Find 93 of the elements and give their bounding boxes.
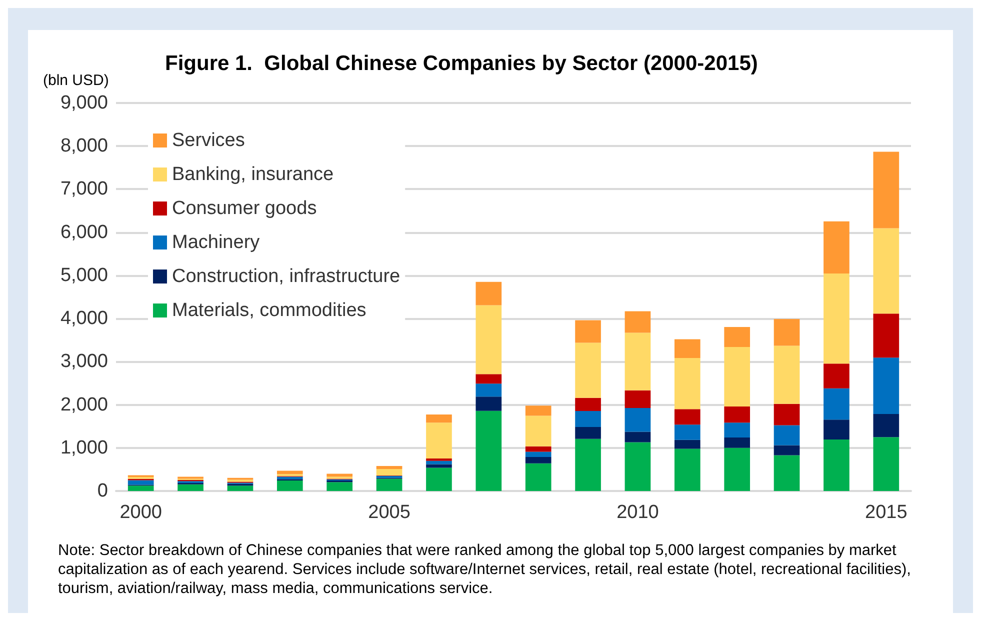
bar	[873, 228, 900, 314]
bar	[276, 480, 303, 491]
bar	[426, 422, 452, 458]
bar	[575, 320, 601, 343]
y-tick-label: 6,000	[60, 222, 108, 243]
y-tick-label: 4,000	[60, 308, 108, 330]
bar	[674, 339, 700, 358]
chart-title: Figure 1. Global Chinese Companies by Sector (2000-2015)	[165, 52, 758, 75]
y-tick-label: 2,000	[60, 394, 108, 416]
bar	[624, 442, 651, 491]
bar	[674, 448, 700, 491]
bar	[525, 463, 552, 491]
bar	[674, 358, 700, 410]
bar	[824, 364, 850, 388]
bar	[674, 409, 700, 425]
legend-label: Services	[172, 130, 245, 151]
bar	[276, 470, 303, 474]
y-tick-label: 0	[97, 480, 108, 502]
bar	[525, 446, 552, 452]
bar	[774, 425, 800, 446]
bar	[476, 305, 502, 374]
bar	[426, 468, 452, 491]
bar	[426, 414, 452, 423]
bar	[376, 478, 402, 491]
x-tick-label: 2010	[616, 502, 659, 523]
legend-label: Consumer goods	[172, 198, 317, 219]
bar	[674, 424, 700, 440]
bar	[724, 347, 750, 406]
bar	[873, 152, 900, 228]
bar	[724, 422, 750, 438]
legend-label: Construction, infrastructure	[172, 266, 400, 287]
bar	[376, 469, 402, 476]
y-axis-title: (bln USD)	[43, 72, 109, 89]
legend-label: Materials, commodities	[172, 300, 366, 321]
bar	[724, 326, 750, 348]
bar	[575, 342, 601, 398]
bar	[525, 406, 552, 416]
bar	[774, 455, 800, 491]
bar	[326, 482, 353, 491]
bar	[525, 456, 552, 464]
bar	[128, 486, 154, 491]
bar	[128, 480, 154, 485]
bar	[326, 474, 353, 477]
bar	[873, 437, 900, 491]
legend-label: Machinery	[172, 232, 260, 253]
bar	[624, 311, 651, 333]
bar	[575, 438, 601, 491]
bar	[774, 346, 800, 404]
bar	[376, 466, 402, 470]
bar	[624, 408, 651, 432]
bar	[824, 221, 850, 274]
bar	[724, 406, 750, 423]
bar	[824, 439, 850, 491]
text: Note: Sector breakdown of Chinese companies that were ranked among the global top 5,000 largest companies by market capitalization as of each yearend. Services include software/Internet services, retail, real estate (hotel, recreational facilities), tourism, aviation/railway, mass media, communications service.	[58, 542, 916, 597]
bar	[426, 460, 452, 464]
bar	[774, 445, 800, 456]
y-tick-label: 8,000	[60, 136, 108, 157]
bar	[824, 388, 850, 420]
bar	[476, 396, 502, 411]
bar	[476, 384, 502, 397]
bar	[624, 390, 651, 408]
y-tick-label: 7,000	[60, 178, 108, 200]
x-tick-label: 2005	[368, 502, 410, 523]
bar	[426, 458, 452, 461]
bar	[873, 414, 900, 438]
bar	[525, 452, 552, 457]
x-tick-label: 2000	[120, 502, 162, 523]
legend-label: Banking, insurance	[172, 164, 334, 185]
y-tick-label: 3,000	[60, 351, 108, 372]
bar	[575, 426, 601, 439]
bar	[227, 486, 254, 491]
y-tick-label: 5,000	[60, 264, 108, 286]
bar	[873, 358, 900, 414]
bar	[674, 440, 700, 449]
bar	[873, 314, 900, 358]
bar	[624, 332, 651, 390]
bar	[476, 374, 502, 384]
y-tick-label: 9,000	[60, 92, 108, 114]
x-tick-label: 2015	[865, 502, 908, 523]
y-tick-label: 1,000	[60, 437, 108, 458]
bar	[575, 398, 601, 412]
bar	[724, 448, 750, 491]
bar	[824, 274, 850, 364]
bar	[774, 318, 800, 346]
bar	[774, 404, 800, 426]
bar	[824, 420, 850, 440]
bar	[525, 416, 552, 446]
bar	[476, 282, 502, 306]
bar	[724, 438, 750, 448]
bar	[575, 411, 601, 427]
bar	[476, 410, 502, 491]
bar	[178, 484, 204, 491]
bar	[624, 432, 651, 442]
